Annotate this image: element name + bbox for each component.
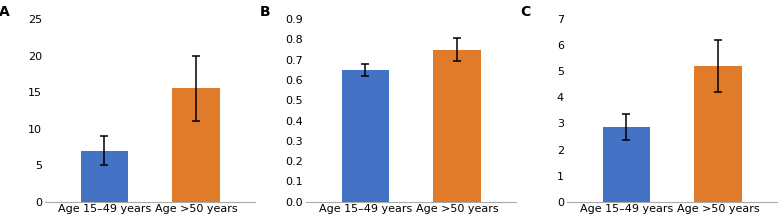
Bar — [433, 50, 481, 202]
Bar — [81, 150, 128, 202]
Bar — [341, 70, 389, 202]
Title: ISS ($\it{P}$<0.001): ISS ($\it{P}$<0.001) — [0, 219, 1, 220]
Bar — [603, 127, 650, 202]
Bar — [694, 66, 742, 202]
Text: B: B — [259, 4, 270, 18]
Text: C: C — [521, 4, 531, 18]
Text: A: A — [0, 4, 9, 18]
Title: LOS ($\it{P}$<0.001): LOS ($\it{P}$<0.001) — [0, 219, 1, 220]
Title: SI ($\it{P}$=0.002): SI ($\it{P}$=0.002) — [0, 219, 1, 220]
Bar — [172, 88, 220, 202]
